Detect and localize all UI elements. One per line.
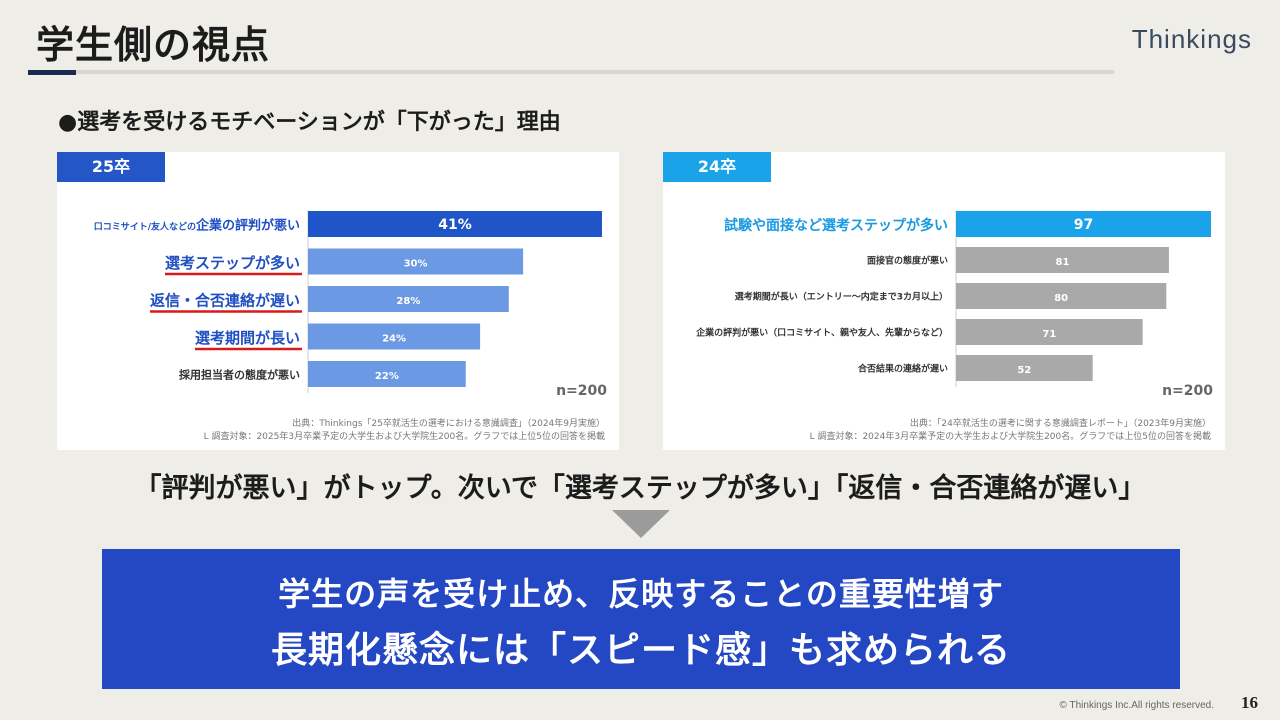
chart-24: 97 試験や面接など選考ステップが多い 81 面接官の態度が悪い 80 選考期間が長い（エ… bbox=[695, 210, 1213, 399]
brand-logo: Thinkings bbox=[1131, 24, 1252, 54]
chart-category-main: 選考期間が長い bbox=[195, 329, 300, 347]
chart-bar bbox=[308, 361, 466, 387]
chart-data-label: 97 bbox=[1074, 217, 1093, 233]
chart-data-label: 30% bbox=[404, 259, 428, 270]
chart-panel-25: 41% 口コミサイト/友人などの企業の評判が悪い 30% 選考ステップが多い 28% 返信… bbox=[57, 152, 619, 450]
chart-bar bbox=[308, 211, 602, 237]
chart-category-label: 選考期間が長い（エントリー〜内定まで3カ月以上） bbox=[735, 291, 948, 303]
chart-sample-size: n=200 bbox=[1162, 383, 1213, 399]
chart-category-main: 試験や面接など選考ステップが多い bbox=[724, 217, 948, 234]
chart-category-label: 採用担当者の態度が悪い bbox=[179, 368, 300, 382]
chart-survey-note-25: L 調査対象：2025年3月卒業予定の大学生および大学院生200名。グラフでは上… bbox=[203, 432, 605, 442]
chart-bar bbox=[956, 319, 1143, 345]
conclusion-line-1: 学生の声を受け止め、反映することの重要性増す bbox=[278, 575, 1004, 613]
chart-category-main: 合否結果の連絡が遅い bbox=[858, 363, 948, 375]
chart-category-main: 採用担当者の態度が悪い bbox=[179, 368, 300, 382]
chart-category-main: 企業の評判が悪い bbox=[195, 218, 300, 234]
chart-survey-note-24: L 調査対象：2024年3月卒業予定の大学生および大学院生200名。グラフでは上… bbox=[809, 432, 1211, 442]
chart-data-label: 24% bbox=[382, 334, 406, 345]
chart-category-label: 試験や面接など選考ステップが多い bbox=[724, 217, 948, 234]
down-arrow-icon bbox=[612, 510, 670, 538]
chart-category-main: 企業の評判が悪い（口コミサイト、親や友人、先輩からなど） bbox=[695, 327, 948, 339]
chart-data-label: 71 bbox=[1042, 329, 1056, 340]
chart-sample-size: n=200 bbox=[556, 383, 607, 399]
chart-category-main: 返信・合否連絡が遅い bbox=[150, 292, 300, 310]
chart-category-label: 選考ステップが多い bbox=[165, 254, 300, 272]
chart-category-label: 面接官の態度が悪い bbox=[867, 255, 948, 267]
chart-data-label: 28% bbox=[396, 296, 420, 307]
key-finding: 「評判が悪い」がトップ。次いで「選考ステップが多い」「返信・合否連絡が遅い」 bbox=[134, 473, 1146, 504]
title-divider bbox=[28, 70, 1114, 74]
chart-bar bbox=[956, 247, 1169, 273]
chart-bar bbox=[956, 283, 1167, 309]
chart-bar bbox=[308, 323, 481, 350]
chart-data-label: 22% bbox=[375, 371, 399, 382]
chart-data-label: 41% bbox=[438, 217, 472, 233]
chart-data-label: 52 bbox=[1017, 365, 1031, 376]
copyright: © Thinkings Inc.All rights reserved. bbox=[1059, 700, 1214, 711]
chart-source-24: 出典：「24卒就活生の選考に関する意識調査レポート」（2023年9月実施） bbox=[909, 419, 1211, 429]
chart-25: 41% 口コミサイト/友人などの企業の評判が悪い 30% 選考ステップが多い 28% 返信… bbox=[94, 210, 607, 399]
chart-bar bbox=[308, 248, 524, 275]
conclusion-line-2: 長期化懸念には「スピード感」も求められる bbox=[270, 630, 1011, 671]
chart-source-25: 出典：Thinkings「25卒就活生の選考における意識調査」（2024年9月実… bbox=[292, 419, 605, 429]
chart-bar bbox=[308, 286, 509, 312]
title-divider-accent bbox=[28, 70, 76, 75]
chart-tag-24: 24卒 bbox=[663, 152, 771, 182]
chart-tag-25: 25卒 bbox=[57, 152, 165, 182]
chart-category-label: 口コミサイト/友人などの企業の評判が悪い bbox=[94, 218, 300, 234]
chart-category-main: 面接官の態度が悪い bbox=[867, 255, 948, 267]
chart-category-main: 選考期間が長い（エントリー〜内定まで3カ月以上） bbox=[735, 291, 948, 303]
chart-category-label: 合否結果の連絡が遅い bbox=[858, 363, 948, 375]
section-heading: ●選考を受けるモチベーションが「下がった」理由 bbox=[58, 110, 561, 135]
chart-data-label: 81 bbox=[1056, 257, 1070, 268]
chart-category-main: 選考ステップが多い bbox=[165, 254, 300, 272]
conclusion-banner: 学生の声を受け止め、反映することの重要性増す 長期化懸念には「スピード感」も求め… bbox=[102, 549, 1180, 689]
chart-category-label: 企業の評判が悪い（口コミサイト、親や友人、先輩からなど） bbox=[695, 327, 948, 339]
chart-category-prefix: 口コミサイト/友人などの bbox=[94, 221, 196, 233]
chart-data-label: 80 bbox=[1054, 293, 1068, 304]
chart-category-label: 返信・合否連絡が遅い bbox=[150, 292, 300, 310]
page-title: 学生側の視点 bbox=[36, 23, 271, 67]
chart-bar bbox=[956, 211, 1211, 237]
page-number: 16 bbox=[1241, 693, 1258, 712]
chart-category-label: 選考期間が長い bbox=[195, 329, 300, 347]
chart-bar bbox=[956, 355, 1093, 381]
chart-panel-24: 97 試験や面接など選考ステップが多い 81 面接官の態度が悪い 80 選考期間が長い（エ… bbox=[663, 152, 1225, 450]
